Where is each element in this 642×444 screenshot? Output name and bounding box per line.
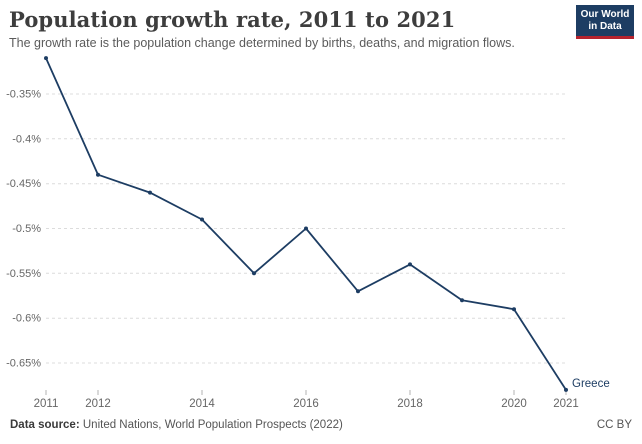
y-axis-label: -0.4% (12, 133, 41, 145)
chart-header: Population growth rate, 2011 to 2021 The… (9, 8, 570, 50)
data-point[interactable] (512, 307, 516, 312)
line-series-greece[interactable] (45, 57, 567, 391)
y-axis-label: -0.45% (6, 178, 41, 190)
data-point[interactable] (356, 289, 360, 294)
y-axis-label: -0.5% (12, 223, 41, 235)
x-axis-label: 2021 (553, 398, 579, 410)
owid-logo-line2: in Data (588, 21, 622, 32)
chart-footer: Data source: United Nations, World Popul… (10, 419, 632, 431)
data-point[interactable] (252, 271, 256, 276)
data-point[interactable] (304, 226, 308, 231)
data-source-label: Data source: (10, 419, 80, 431)
y-axis-label: -0.65% (6, 358, 41, 370)
x-axis-label: 2020 (501, 398, 527, 410)
series-label[interactable]: Greece (572, 378, 610, 390)
owid-logo[interactable]: Our World in Data (576, 5, 634, 39)
y-axis-label: -0.35% (6, 89, 41, 101)
data-point[interactable] (44, 56, 48, 61)
data-point[interactable] (408, 262, 412, 267)
data-point[interactable] (200, 217, 204, 222)
data-source-value: United Nations, World Population Prospec… (82, 419, 343, 431)
x-axis-label: 2018 (397, 398, 423, 410)
license-badge[interactable]: CC BY (596, 419, 632, 431)
x-axis-label: 2011 (34, 398, 59, 410)
owid-logo-line1: Our World (580, 9, 630, 20)
x-axis-label: 2012 (85, 398, 111, 410)
x-axis-label: 2014 (189, 398, 215, 410)
data-point[interactable] (148, 190, 152, 195)
data-source: Data source: United Nations, World Popul… (10, 419, 343, 431)
y-axis-label: -0.6% (12, 313, 41, 325)
data-point[interactable] (564, 387, 568, 392)
chart-svg: -0.35% -0.4% -0.45% -0.5% -0.55% -0.6% -0.65% 2… (6, 56, 610, 410)
x-axis-label: 2016 (293, 398, 319, 410)
data-point[interactable] (460, 298, 464, 303)
chart-subtitle: The growth rate is the population change… (9, 36, 515, 51)
y-axis-label: -0.55% (6, 268, 41, 280)
page-title: Population growth rate, 2011 to 2021 (9, 7, 456, 32)
data-point[interactable] (96, 172, 100, 177)
